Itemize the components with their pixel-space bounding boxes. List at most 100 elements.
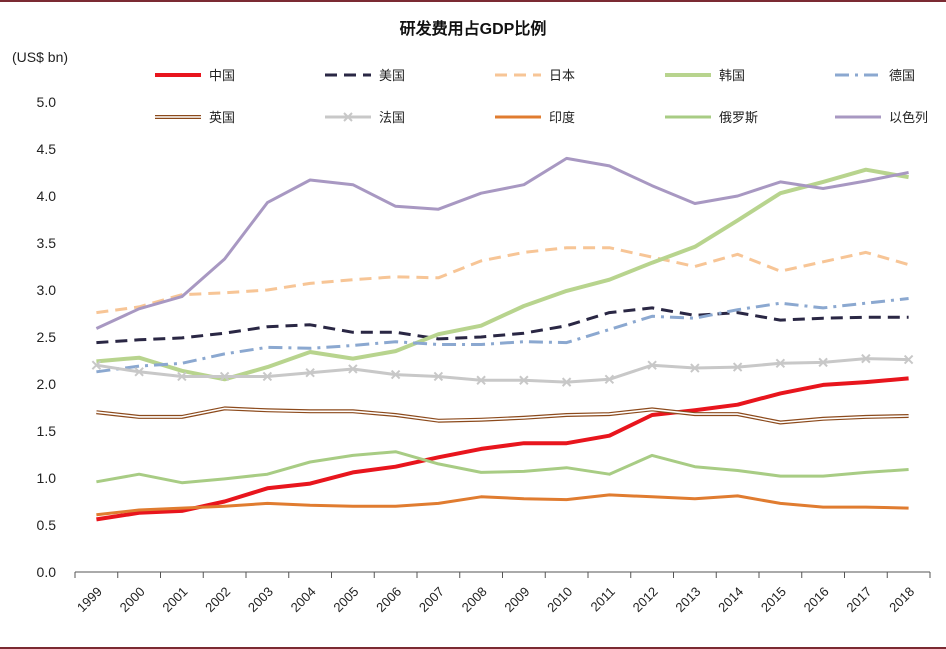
data-point	[565, 414, 568, 417]
y-axis-unit: (US$ bn)	[12, 49, 68, 65]
legend-item: 中国	[155, 69, 235, 84]
data-point	[651, 306, 654, 309]
data-point	[522, 470, 525, 473]
data-point	[565, 246, 568, 249]
data-point	[266, 289, 269, 292]
data-point	[95, 341, 98, 344]
data-point	[180, 509, 183, 512]
data-point	[223, 332, 226, 335]
x-tick-label: 2017	[843, 584, 874, 615]
legend-label: 中国	[209, 69, 235, 84]
data-point	[651, 184, 654, 187]
legend-item: 英国	[155, 111, 235, 126]
data-point	[180, 362, 183, 365]
top-border	[0, 0, 946, 2]
data-point	[736, 195, 739, 198]
data-point	[394, 465, 397, 468]
data-point	[907, 316, 910, 319]
series-line	[96, 357, 909, 384]
data-point	[693, 265, 696, 268]
data-point	[822, 187, 825, 190]
data-point	[223, 407, 226, 410]
data-point	[180, 369, 183, 372]
legend-item: 韩国	[665, 69, 745, 84]
y-tick-label: 2.5	[37, 329, 57, 345]
data-point	[134, 367, 144, 377]
data-point	[180, 481, 183, 484]
series-9	[96, 450, 909, 485]
data-point	[565, 442, 568, 445]
data-point	[437, 502, 440, 505]
x-tick-label: 2002	[202, 584, 233, 615]
data-point	[864, 506, 867, 509]
data-point	[266, 346, 269, 349]
data-point	[138, 338, 141, 341]
data-point	[180, 415, 183, 418]
data-point	[522, 442, 525, 445]
x-tick-label: 2004	[288, 584, 319, 615]
data-point	[693, 317, 696, 320]
data-point	[348, 364, 358, 374]
y-tick-label: 1.5	[37, 423, 57, 439]
x-tick-label: 2009	[501, 584, 532, 615]
data-point	[864, 302, 867, 305]
data-point	[522, 340, 525, 343]
data-point	[907, 171, 910, 174]
series-line	[96, 450, 909, 485]
x-tick-label: 1999	[74, 584, 105, 615]
data-point	[651, 408, 654, 411]
data-point	[480, 495, 483, 498]
data-point	[309, 351, 312, 354]
data-point	[480, 336, 483, 339]
series-line	[95, 156, 909, 330]
data-point	[223, 352, 226, 355]
y-tick-label: 3.0	[37, 282, 57, 298]
data-point	[309, 410, 312, 413]
data-point	[138, 307, 141, 310]
data-point	[779, 392, 782, 395]
data-point	[138, 473, 141, 476]
data-point	[351, 183, 354, 186]
series-line	[96, 297, 909, 374]
data-point	[95, 370, 98, 373]
legend-label: 美国	[379, 69, 405, 84]
data-point	[95, 513, 98, 516]
data-point	[565, 289, 568, 292]
data-point	[437, 419, 440, 422]
data-point	[480, 343, 483, 346]
y-tick-label: 3.5	[37, 235, 57, 251]
data-point	[864, 316, 867, 319]
data-point	[95, 327, 98, 330]
data-point	[608, 311, 611, 314]
data-point	[565, 498, 568, 501]
legend-item: 俄罗斯	[665, 111, 758, 126]
x-tick-label: 2007	[416, 584, 447, 615]
data-point	[522, 416, 525, 419]
data-point	[779, 319, 782, 322]
legend-item: 日本	[495, 69, 575, 84]
data-point	[91, 360, 102, 370]
data-point	[309, 323, 312, 326]
series-line	[96, 306, 909, 345]
x-tick-label: 2003	[245, 584, 276, 615]
data-point	[138, 511, 141, 514]
data-point	[822, 383, 825, 386]
legend-label: 韩国	[719, 69, 745, 84]
data-point	[907, 377, 910, 380]
legend-label: 德国	[889, 69, 915, 84]
data-point	[394, 205, 397, 208]
data-point	[608, 473, 611, 476]
data-point	[651, 495, 654, 498]
data-point	[779, 192, 782, 195]
data-point	[779, 475, 782, 478]
data-point	[522, 497, 525, 500]
data-point	[822, 475, 825, 478]
data-point	[519, 375, 529, 385]
series-6	[96, 406, 909, 425]
x-tick-label: 2013	[672, 584, 703, 615]
y-tick-label: 0.5	[37, 517, 57, 533]
data-point	[266, 502, 269, 505]
data-point	[775, 358, 786, 369]
data-point	[693, 465, 696, 468]
